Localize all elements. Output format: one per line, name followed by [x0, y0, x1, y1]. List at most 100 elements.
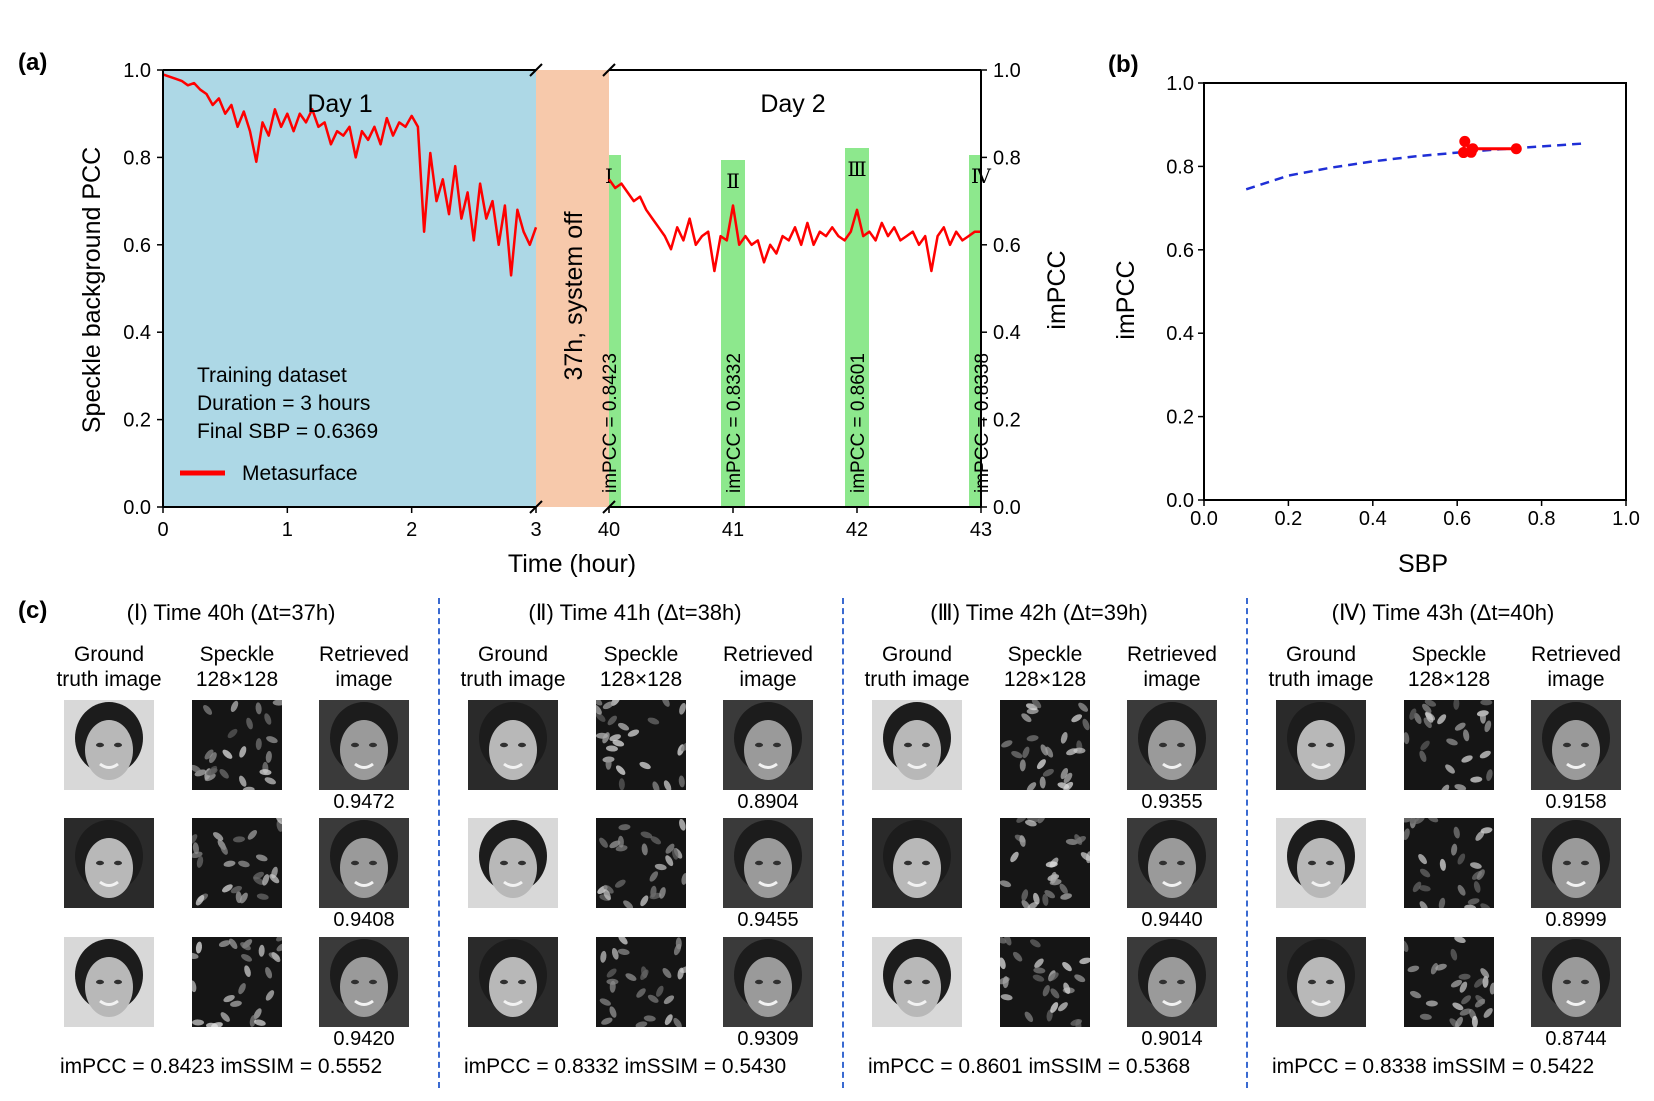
- system-off-label: 37h, system off: [560, 211, 588, 380]
- y-tick-label-right: 0.8: [993, 147, 1021, 169]
- column-header-line: image: [335, 668, 393, 691]
- annotation-line-3: Final SBP = 0.6369: [197, 420, 378, 443]
- retrieved-score: 0.9408: [333, 909, 395, 931]
- column-header-gt: Ground truth image: [852, 642, 982, 692]
- column-header-line: Speckle: [1411, 643, 1487, 666]
- y-tick-label-right: 0.2: [993, 410, 1021, 432]
- test-window: [609, 155, 621, 507]
- ground-truth-image: [1276, 700, 1366, 790]
- y-tick-label: 0.8: [123, 147, 151, 169]
- test-window: [969, 155, 981, 507]
- y-tick-label: 0.0: [123, 497, 151, 519]
- column-header-line: 128×128: [599, 668, 683, 691]
- column-header-gt: Ground truth image: [44, 642, 174, 692]
- column-header-line: 128×128: [195, 668, 279, 691]
- column-header-line: truth image: [864, 668, 970, 691]
- retrieved-image: [1531, 818, 1621, 908]
- retrieved-image: [723, 818, 813, 908]
- panel-label-a: (a): [18, 49, 47, 76]
- retrieved-image: [1127, 937, 1217, 1027]
- column-header-line: Retrieved: [319, 643, 409, 666]
- y-axis-label: Speckle background PCC: [78, 147, 106, 433]
- y-tick-label-right: 0.4: [993, 322, 1021, 344]
- ground-truth-image: [468, 937, 558, 1027]
- ground-truth-image: [872, 700, 962, 790]
- column-header-line: Ground: [73, 643, 145, 666]
- speckle-image: [192, 818, 282, 908]
- ground-truth-image: [1276, 818, 1366, 908]
- panel-label-b: (b): [1108, 51, 1139, 78]
- ground-truth-image: [468, 818, 558, 908]
- y-tick-label-right: 0.0: [993, 497, 1021, 519]
- group-divider: [842, 598, 844, 1088]
- panel-label-c: (c): [18, 597, 48, 624]
- column-header-rt: Retrieved image: [1107, 642, 1237, 692]
- data-point: [1465, 146, 1477, 158]
- y-tick-label-right: 0.6: [993, 235, 1021, 257]
- y-tick-label-b: 0.2: [1166, 407, 1194, 429]
- y-tick-label: 0.6: [123, 235, 151, 257]
- retrieved-score: 0.9420: [333, 1028, 395, 1050]
- x-tick-label: 1: [282, 519, 293, 541]
- window-impcc-label: imPCC = 0.8601: [848, 353, 869, 493]
- retrieved-score: 0.9158: [1545, 791, 1607, 813]
- speckle-image: [596, 937, 686, 1027]
- x-tick-label: 40: [598, 519, 620, 541]
- x-tick-label-b: 1.0: [1612, 508, 1640, 530]
- retrieved-image: [1531, 700, 1621, 790]
- annotation-line-2: Duration = 3 hours: [197, 392, 370, 415]
- series-line: [162, 73, 538, 277]
- speckle-image: [1000, 937, 1090, 1027]
- plot-frame-b: [1203, 82, 1627, 501]
- column-header-line: image: [739, 668, 797, 691]
- ground-truth-image: [872, 937, 962, 1027]
- column-header-line: truth image: [1268, 668, 1374, 691]
- column-header-line: Speckle: [199, 643, 275, 666]
- retrieved-score: 0.8999: [1545, 909, 1607, 931]
- column-header-line: truth image: [460, 668, 566, 691]
- window-impcc-label: imPCC = 0.8423: [600, 353, 621, 493]
- retrieved-image: [319, 818, 409, 908]
- column-header-rt: Retrieved image: [703, 642, 833, 692]
- x-tick-label: 2: [406, 519, 417, 541]
- column-header-sp: Speckle 128×128: [980, 642, 1110, 692]
- y-tick-label-b: 1.0: [1166, 73, 1194, 95]
- group-title: (Ⅲ) Time 42h (Δt=39h): [930, 600, 1148, 625]
- y-tick-label-right: 1.0: [993, 60, 1021, 82]
- speckle-image: [1000, 700, 1090, 790]
- group-footer: imPCC = 0.8332 imSSIM = 0.5430: [464, 1055, 787, 1078]
- window-impcc-label: imPCC = 0.8338: [972, 353, 993, 493]
- day2-region: [609, 70, 981, 507]
- test-window: [845, 148, 869, 507]
- column-header-line: Retrieved: [1531, 643, 1621, 666]
- day1-region: [163, 70, 536, 507]
- x-tick-label-b: 0.0: [1190, 508, 1218, 530]
- x-tick-label: 3: [530, 519, 541, 541]
- x-tick-label: 0: [157, 519, 168, 541]
- group-divider: [1246, 598, 1248, 1088]
- speckle-image: [192, 700, 282, 790]
- speckle-image: [1404, 937, 1494, 1027]
- column-header-sp: Speckle 128×128: [1384, 642, 1514, 692]
- speckle-image: [1404, 700, 1494, 790]
- retrieved-score: 0.9309: [737, 1028, 799, 1050]
- column-header-gt: Ground truth image: [448, 642, 578, 692]
- column-header-line: Ground: [477, 643, 549, 666]
- x-tick-label-b: 0.2: [1274, 508, 1302, 530]
- retrieved-score: 0.9472: [333, 791, 395, 813]
- column-header-rt: Retrieved image: [299, 642, 429, 692]
- y-tick-label-b: 0.6: [1166, 240, 1194, 262]
- y-axis-right-label: imPCC: [1043, 250, 1071, 329]
- legend-label: Metasurface: [242, 462, 358, 485]
- column-header-sp: Speckle 128×128: [172, 642, 302, 692]
- retrieved-image: [723, 937, 813, 1027]
- break-mark: [529, 63, 543, 77]
- speckle-image: [596, 700, 686, 790]
- retrieved-image: [1531, 937, 1621, 1027]
- column-header-rt: Retrieved image: [1511, 642, 1641, 692]
- column-header-line: Speckle: [1007, 643, 1083, 666]
- ground-truth-image: [64, 937, 154, 1027]
